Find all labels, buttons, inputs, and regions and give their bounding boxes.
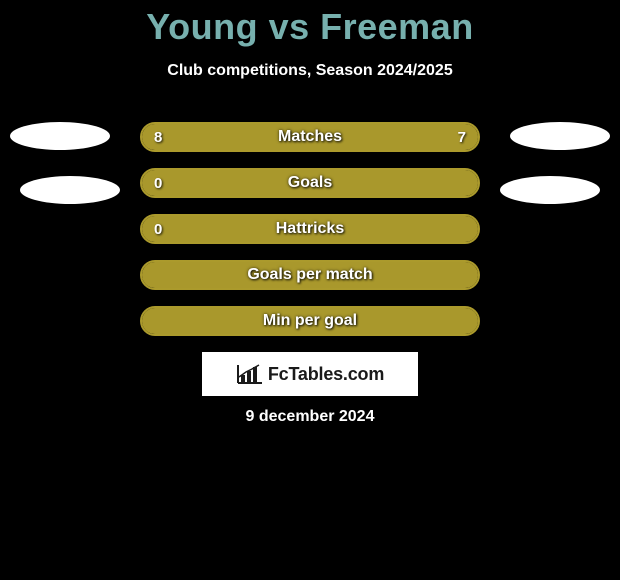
stat-rows: 8 Matches 7 0 Goals 0 Hattricks Goals pe… [140, 122, 480, 352]
stat-label: Hattricks [142, 216, 478, 242]
logo-inner: FcTables.com [236, 363, 384, 385]
subtitle: Club competitions, Season 2024/2025 [0, 62, 620, 80]
stat-value-right: 7 [458, 124, 466, 150]
comparison-widget: Young vs Freeman Club competitions, Seas… [0, 0, 620, 580]
page-title: Young vs Freeman [0, 0, 620, 48]
stat-label: Min per goal [142, 308, 478, 334]
player-ellipse-right-1 [510, 122, 610, 150]
stat-row-min-per-goal: Min per goal [140, 306, 480, 336]
player-ellipse-left-2 [20, 176, 120, 204]
stat-row-matches: 8 Matches 7 [140, 122, 480, 152]
date-text: 9 december 2024 [0, 408, 620, 426]
player-ellipse-left-1 [10, 122, 110, 150]
source-logo: FcTables.com [202, 352, 418, 396]
logo-text: FcTables.com [268, 364, 384, 385]
player-ellipse-right-2 [500, 176, 600, 204]
bar-chart-icon [236, 363, 264, 385]
stat-label: Matches [142, 124, 478, 150]
stat-row-goals-per-match: Goals per match [140, 260, 480, 290]
stat-label: Goals per match [142, 262, 478, 288]
stat-label: Goals [142, 170, 478, 196]
stat-row-hattricks: 0 Hattricks [140, 214, 480, 244]
stat-row-goals: 0 Goals [140, 168, 480, 198]
